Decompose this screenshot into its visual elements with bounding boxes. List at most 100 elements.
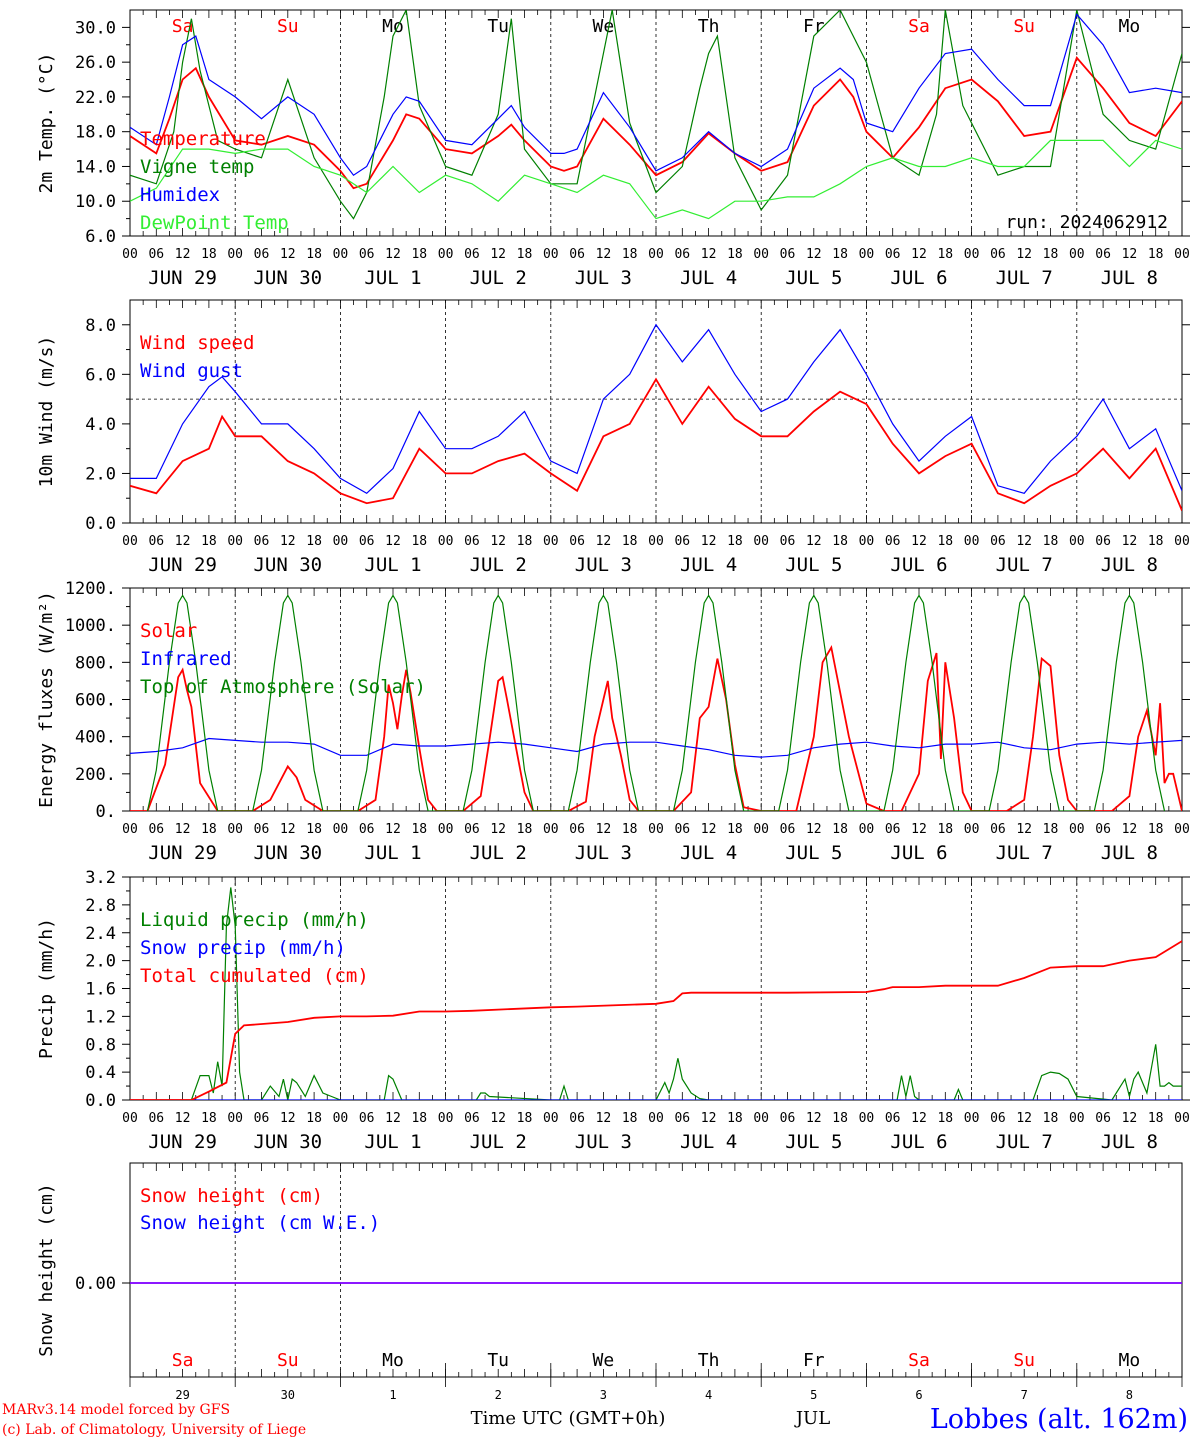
month-label: JUL	[794, 1408, 830, 1429]
legend-entry: Snow height (cm W.E.)	[140, 1212, 380, 1234]
date-label: JUL 1	[364, 1131, 421, 1153]
hour-tick-label: 12	[806, 1111, 822, 1126]
hour-tick-label: 18	[517, 822, 533, 837]
legend-entry: Humidex	[140, 184, 220, 206]
hour-tick-label: 06	[1095, 822, 1111, 837]
y-tick-label: 600.	[75, 691, 116, 711]
legend-entry: Snow height (cm)	[140, 1185, 323, 1207]
date-label: JUL 3	[575, 842, 632, 864]
hour-tick-label: 12	[490, 247, 506, 262]
day-number: 8	[1126, 1388, 1133, 1402]
hour-tick-label: 06	[148, 247, 164, 262]
hour-tick-label: 06	[254, 534, 270, 549]
hour-tick-label: 12	[911, 534, 927, 549]
panel-frame	[129, 299, 1183, 524]
hour-tick-label: 00	[964, 1111, 980, 1126]
hour-tick-label: 18	[727, 247, 743, 262]
hour-tick-label: 06	[359, 247, 375, 262]
hour-tick-label: 06	[359, 1111, 375, 1126]
hour-tick-label: 18	[1148, 1111, 1164, 1126]
hour-tick-label: 00	[753, 1111, 769, 1126]
day-name: Sa	[172, 16, 194, 37]
hour-tick-label: 00	[648, 534, 664, 549]
day-name: Mo	[382, 16, 404, 37]
legend-entry: DewPoint Temp	[140, 212, 289, 234]
hour-tick-label: 06	[464, 822, 480, 837]
hour-tick-label: 18	[937, 1111, 953, 1126]
hour-tick-label: 06	[885, 534, 901, 549]
hour-tick-label: 18	[411, 1111, 427, 1126]
date-label: JUN 29	[148, 842, 217, 864]
hour-tick-label: 18	[832, 1111, 848, 1126]
hour-tick-label: 06	[885, 822, 901, 837]
hour-tick-label: 12	[911, 247, 927, 262]
day-name: Tu	[487, 16, 509, 37]
hour-tick-label: 12	[596, 247, 612, 262]
hour-tick-label: 12	[280, 247, 296, 262]
day-number: 5	[810, 1388, 817, 1402]
date-label: JUL 8	[1101, 267, 1158, 289]
hour-tick-label: 18	[306, 247, 322, 262]
day-number: 29	[175, 1388, 189, 1402]
legend-entry: Snow precip (mm/h)	[140, 937, 346, 959]
hour-tick-label: 00	[859, 1111, 875, 1126]
hour-tick-label: 18	[832, 534, 848, 549]
series-line-green	[130, 887, 1182, 1100]
hour-tick-label: 00	[122, 247, 138, 262]
hour-tick-label: 18	[727, 1111, 743, 1126]
hour-tick-label: 12	[911, 822, 927, 837]
hour-tick-label: 18	[1148, 822, 1164, 837]
hour-tick-label: 00	[1069, 1111, 1085, 1126]
hour-tick-label: 00	[753, 247, 769, 262]
y-tick-label: 400.	[75, 728, 116, 748]
hour-tick-label: 06	[254, 822, 270, 837]
series-line-blue	[130, 13, 1182, 177]
date-label: JUN 30	[253, 1131, 322, 1153]
date-label: JUL 6	[890, 842, 947, 864]
hour-tick-label: 12	[175, 247, 191, 262]
hour-tick-label: 18	[622, 534, 638, 549]
date-label: JUL 8	[1101, 554, 1158, 576]
y-tick-label: 2.8	[85, 896, 116, 916]
date-label: JUN 30	[253, 554, 322, 576]
y-tick-label: 0.4	[85, 1063, 116, 1083]
legend-entry: Wind gust	[140, 360, 243, 382]
hour-tick-label: 06	[148, 1111, 164, 1126]
hour-tick-label: 12	[280, 534, 296, 549]
y-tick-label: 30.0	[75, 18, 116, 38]
hour-tick-label: 00	[1069, 247, 1085, 262]
hour-tick-label: 12	[490, 1111, 506, 1126]
hour-tick-label: 18	[1043, 534, 1059, 549]
y-tick-label: 4.0	[85, 415, 116, 435]
hour-tick-label: 06	[359, 822, 375, 837]
day-name: Su	[277, 1350, 299, 1371]
hour-tick-label: 06	[1095, 534, 1111, 549]
date-label: JUL 4	[680, 842, 737, 864]
hour-tick-label: 18	[937, 534, 953, 549]
legend-entry: Wind speed	[140, 332, 254, 354]
hour-tick-label: 12	[175, 1111, 191, 1126]
y-tick-label: 1000.	[65, 616, 116, 636]
day-name: Sa	[908, 1350, 930, 1371]
day-name: Th	[698, 1350, 720, 1371]
day-name: Fr	[803, 16, 825, 37]
hour-tick-label: 06	[780, 1111, 796, 1126]
y-tick-label: 0.8	[85, 1035, 116, 1055]
hour-tick-label: 18	[1043, 247, 1059, 262]
hour-tick-label: 00	[543, 247, 559, 262]
date-label: JUL 6	[890, 1131, 947, 1153]
date-label: JUL 4	[680, 1131, 737, 1153]
day-name: Su	[277, 16, 299, 37]
hour-tick-label: 00	[438, 247, 454, 262]
day-number: 3	[600, 1388, 607, 1402]
station-label: Lobbes (alt. 162m)	[930, 1404, 1188, 1435]
y-axis-label: 10m Wind (m/s)	[36, 336, 57, 488]
panel-1: 6.0 10.0 14.0 18.0 22.0 26.0 30.0 2m Temp. (°C)…	[36, 9, 1190, 289]
y-tick-label: 1.2	[85, 1007, 116, 1027]
hour-tick-label: 06	[569, 822, 585, 837]
hour-tick-label: 12	[701, 247, 717, 262]
hour-tick-label: 00	[333, 534, 349, 549]
hour-tick-label: 12	[1122, 1111, 1138, 1126]
hour-tick-label: 18	[1043, 822, 1059, 837]
panel-2: 0.0 2.0 4.0 6.0 8.0 10m Wind (m/s) 00 06 12 18 JUN…	[36, 299, 1190, 576]
